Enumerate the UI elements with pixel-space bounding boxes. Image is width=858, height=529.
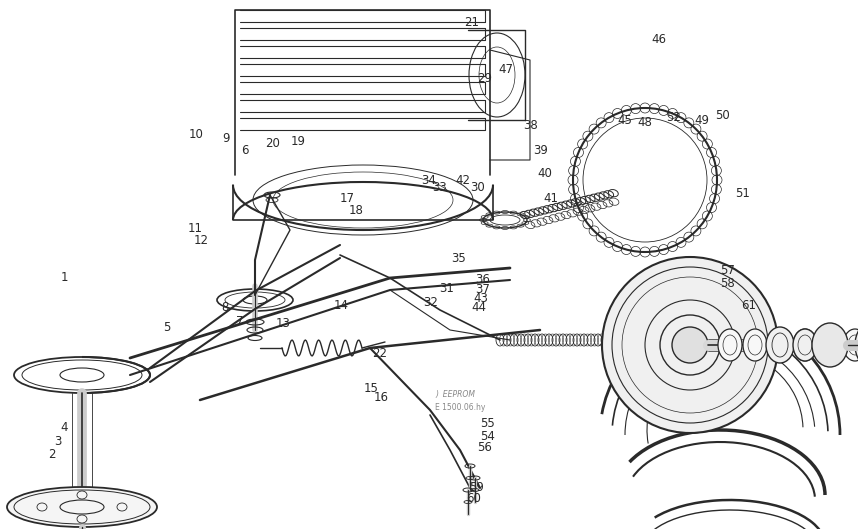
- Text: 9: 9: [222, 132, 229, 145]
- Text: 29: 29: [477, 72, 492, 85]
- Text: 8: 8: [221, 302, 228, 314]
- Text: 10: 10: [188, 129, 203, 141]
- Text: 17: 17: [340, 192, 355, 205]
- Text: 45: 45: [617, 114, 632, 127]
- Ellipse shape: [843, 329, 858, 361]
- Text: 20: 20: [265, 138, 281, 150]
- Text: )  EEPROM: ) EEPROM: [435, 390, 475, 399]
- Ellipse shape: [768, 329, 792, 361]
- Text: 57: 57: [720, 264, 735, 277]
- Text: 16: 16: [373, 391, 389, 404]
- Text: 60: 60: [466, 492, 481, 505]
- Text: 52: 52: [666, 111, 681, 124]
- Text: 13: 13: [275, 317, 291, 330]
- Ellipse shape: [793, 329, 817, 361]
- Ellipse shape: [7, 487, 157, 527]
- Ellipse shape: [766, 327, 794, 363]
- Text: 59: 59: [468, 481, 484, 494]
- Text: 18: 18: [348, 204, 364, 217]
- Ellipse shape: [812, 323, 848, 367]
- Text: 58: 58: [720, 277, 735, 289]
- Text: 1: 1: [61, 271, 68, 284]
- Text: 47: 47: [498, 63, 514, 76]
- Text: 38: 38: [523, 120, 538, 132]
- Ellipse shape: [793, 329, 817, 361]
- Text: 19: 19: [291, 135, 306, 148]
- Text: 50: 50: [715, 109, 730, 122]
- Text: 22: 22: [372, 347, 387, 360]
- Text: 51: 51: [734, 187, 750, 199]
- Ellipse shape: [718, 329, 742, 361]
- Text: 56: 56: [477, 441, 492, 453]
- Text: 2: 2: [48, 449, 55, 461]
- Text: 36: 36: [474, 273, 490, 286]
- Text: 6: 6: [241, 144, 248, 157]
- Text: 32: 32: [423, 296, 438, 309]
- Ellipse shape: [743, 329, 767, 361]
- Text: 55: 55: [480, 417, 495, 430]
- Text: 14: 14: [334, 299, 349, 312]
- Text: 33: 33: [432, 181, 447, 194]
- Text: 46: 46: [651, 33, 667, 46]
- Text: 21: 21: [464, 16, 480, 29]
- Text: 11: 11: [188, 222, 203, 235]
- Text: 30: 30: [470, 181, 486, 194]
- Ellipse shape: [855, 323, 858, 367]
- Text: 12: 12: [194, 234, 209, 247]
- Text: 39: 39: [533, 144, 548, 157]
- Text: 48: 48: [637, 116, 653, 129]
- Text: 40: 40: [537, 167, 553, 180]
- Text: E 1500.06.hy: E 1500.06.hy: [435, 404, 486, 413]
- Text: 43: 43: [473, 293, 488, 305]
- Circle shape: [672, 327, 708, 363]
- Ellipse shape: [818, 329, 842, 361]
- Text: 44: 44: [471, 302, 486, 314]
- Text: 7: 7: [237, 315, 244, 328]
- Text: 5: 5: [164, 322, 171, 334]
- Text: 42: 42: [456, 175, 471, 187]
- Text: 37: 37: [474, 284, 490, 296]
- Text: 54: 54: [480, 430, 495, 443]
- Text: 4: 4: [61, 421, 68, 434]
- Text: 31: 31: [438, 282, 454, 295]
- Text: 15: 15: [363, 382, 378, 395]
- Text: 3: 3: [55, 435, 62, 448]
- Text: 35: 35: [451, 252, 467, 264]
- Circle shape: [602, 257, 778, 433]
- Text: 61: 61: [740, 299, 756, 312]
- Text: 49: 49: [694, 114, 710, 127]
- Text: 41: 41: [543, 192, 559, 205]
- Text: 34: 34: [421, 175, 437, 187]
